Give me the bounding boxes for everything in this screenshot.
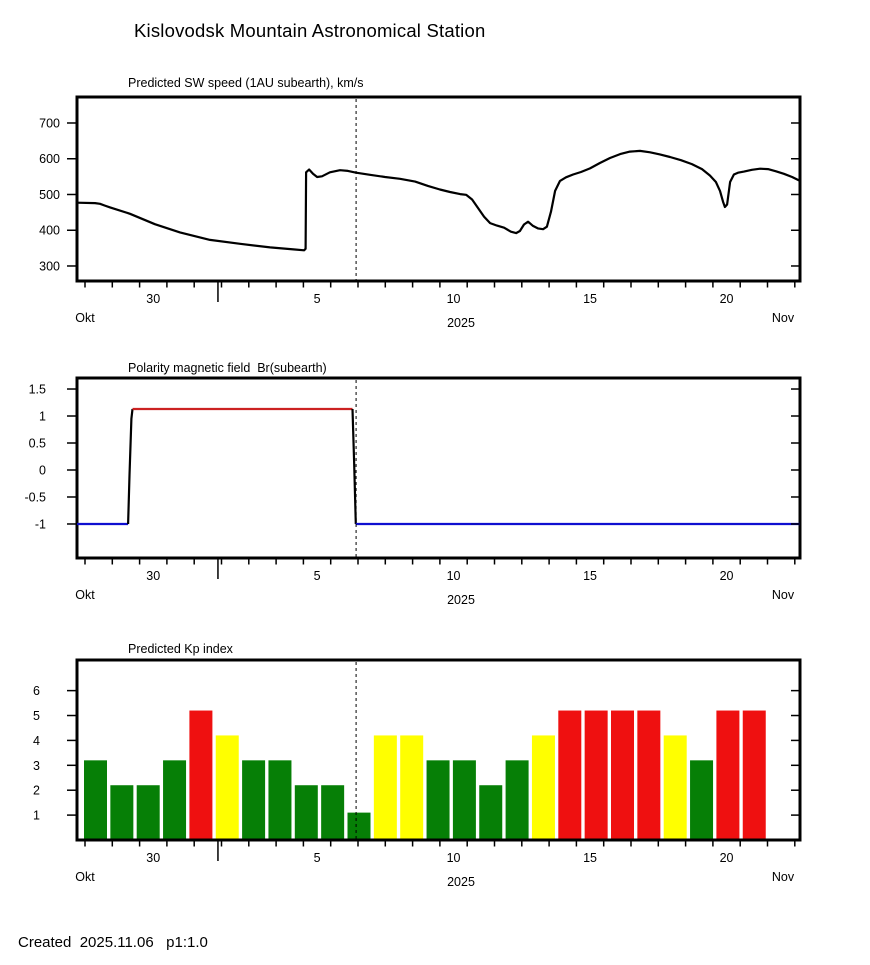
polarity-panel: 1.5 1 0.5 0 -0.5 -1 30 5 10 15 20 Okt Nov 2025 — [24, 376, 802, 607]
month-label-right: Nov — [772, 588, 795, 602]
kp-bar — [690, 760, 714, 840]
y-tick-label: 3 — [33, 759, 40, 773]
y-tick-label: -1 — [35, 517, 46, 531]
month-label-left: Okt — [75, 588, 95, 602]
kp-bar — [373, 735, 397, 840]
sw-speed-panel-title: Predicted SW speed (1AU subearth), km/s — [128, 76, 364, 90]
kp-bar — [637, 710, 661, 840]
y-tick-label: 6 — [33, 684, 40, 698]
y-tick-label: 1.5 — [29, 383, 46, 397]
y-tick-label: 4 — [33, 734, 40, 748]
kp-bar — [242, 760, 266, 840]
plot-border — [75, 376, 802, 560]
month-label-right: Nov — [772, 870, 795, 884]
year-label: 2025 — [447, 593, 475, 607]
y-tick-label: 400 — [39, 224, 60, 238]
kp-bar — [215, 735, 239, 840]
day-label: 20 — [720, 851, 734, 865]
kp-bar — [742, 710, 766, 840]
polarity-segment — [351, 408, 357, 525]
y-tick-label: 600 — [39, 152, 60, 166]
kp-bar — [294, 785, 318, 840]
day-label: 15 — [583, 292, 597, 306]
page-title: Kislovodsk Mountain Astronomical Station — [134, 20, 486, 41]
kp-bar — [558, 710, 582, 840]
polarity-segment — [127, 408, 134, 525]
year-label: 2025 — [447, 316, 475, 330]
kp-bar — [268, 760, 292, 840]
day-label: 30 — [146, 569, 160, 583]
kp-bar — [136, 785, 160, 840]
day-label: 20 — [720, 569, 734, 583]
day-label: 10 — [447, 569, 461, 583]
kp-index-panel-title: Predicted Kp index — [128, 642, 233, 656]
kp-bar — [321, 785, 345, 840]
polarity-panel-title: Polarity magnetic field Br(subearth) — [128, 361, 327, 375]
day-label: 10 — [447, 292, 461, 306]
day-label: 30 — [146, 851, 160, 865]
y-tick-label: -0.5 — [24, 490, 46, 504]
y-tick-label: 500 — [39, 188, 60, 202]
kp-bar — [505, 760, 529, 840]
kp-bar — [452, 760, 476, 840]
day-label: 5 — [314, 851, 321, 865]
day-label: 15 — [583, 569, 597, 583]
kp-bar — [84, 760, 107, 840]
plot-border — [75, 95, 802, 283]
kp_index-panel: 6 5 4 3 2 1 30 5 10 15 20 Okt Nov 2025 — [33, 658, 802, 889]
sw-speed-curve — [75, 149, 802, 252]
kp-bar — [426, 760, 450, 840]
kp-bar — [531, 735, 555, 840]
kp-bar — [110, 785, 134, 840]
kp-bar — [479, 785, 503, 840]
month-label-left: Okt — [75, 311, 95, 325]
day-label: 5 — [314, 569, 321, 583]
day-label: 5 — [314, 292, 321, 306]
kp-bar — [163, 760, 187, 840]
year-label: 2025 — [447, 875, 475, 889]
month-label-right: Nov — [772, 311, 795, 325]
kp-bar — [663, 735, 687, 840]
day-label: 30 — [146, 292, 160, 306]
kp-bar — [347, 812, 371, 840]
kp-bar — [611, 710, 634, 840]
month-label-left: Okt — [75, 870, 95, 884]
y-tick-label: 1 — [39, 410, 46, 424]
y-tick-label: 300 — [39, 259, 60, 273]
sw_speed-panel: 700 600 500 400 300 30 5 10 15 20 Okt Nov 2025 — [39, 95, 802, 330]
y-tick-label: 700 — [39, 116, 60, 130]
kp-bar — [400, 735, 424, 840]
y-tick-label: 0.5 — [29, 437, 46, 451]
day-label: 20 — [720, 292, 734, 306]
kp-bar — [584, 710, 608, 840]
created-footer: Created 2025.11.06 p1:1.0 — [18, 934, 208, 951]
y-tick-label: 1 — [33, 809, 40, 823]
day-label: 10 — [447, 851, 461, 865]
kp-bar — [189, 710, 213, 840]
y-tick-label: 2 — [33, 784, 40, 798]
plot-border — [75, 658, 802, 842]
kp-bar — [716, 710, 740, 840]
y-tick-label: 5 — [33, 709, 40, 723]
day-label: 15 — [583, 851, 597, 865]
y-tick-label: 0 — [39, 463, 46, 477]
